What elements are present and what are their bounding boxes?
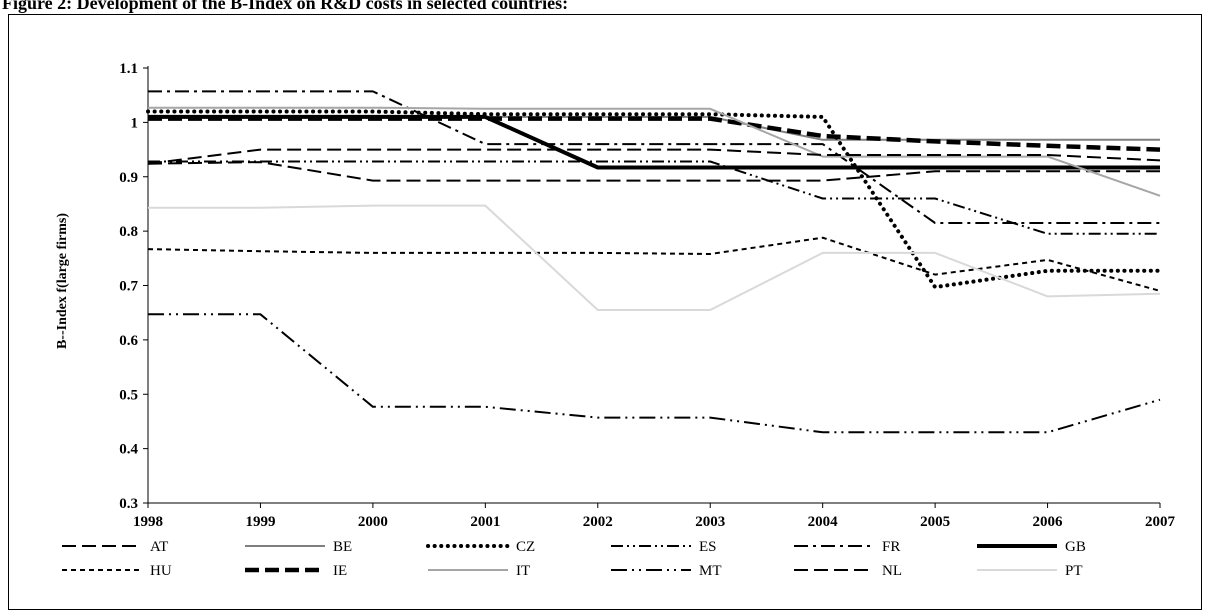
y-tick-label: 0.6 <box>119 333 138 349</box>
y-tick-label: 1.1 <box>119 61 138 77</box>
axes-group <box>143 66 1161 508</box>
legend-label-ie: IE <box>333 563 347 579</box>
series-line-at <box>147 161 1160 182</box>
y-tick-label: 0.4 <box>119 442 138 458</box>
series-line-fr <box>148 90 1160 224</box>
y-tick-label: 1 <box>131 115 139 131</box>
legend-label-hu: HU <box>150 563 172 579</box>
legend-label-it: IT <box>516 563 530 579</box>
y-tick-label: 0.9 <box>119 170 138 186</box>
series-lines-group <box>146 90 1162 434</box>
series-line-hu <box>147 236 1161 292</box>
y-tick-label: 0.8 <box>119 224 138 240</box>
x-tick-label: 2001 <box>470 514 500 530</box>
y-axis-label: B--Index f(large firms) <box>55 213 70 349</box>
legend-label-at: AT <box>150 539 168 555</box>
x-tick-label: 2002 <box>583 514 613 530</box>
chart-frame <box>8 14 1202 610</box>
series-line-es <box>148 160 1160 235</box>
x-tick-label: 2005 <box>920 514 950 530</box>
legend-label-es: ES <box>699 539 717 555</box>
legend-label-gb: GB <box>1065 539 1086 555</box>
tick-labels-group: 0.3 0.4 0.5 0.6 0.7 0.8 0.9 1 1.1 1998 1999 2000 200… <box>119 61 1175 530</box>
legend: AT BE CZ ES FR GB HU IE IT MT NL PT <box>62 539 1086 579</box>
legend-label-be: BE <box>333 539 352 555</box>
x-tick-label: 2006 <box>1033 514 1064 530</box>
legend-label-nl: NL <box>882 563 902 579</box>
y-tick-label: 0.3 <box>119 496 138 512</box>
x-tick-label: 1998 <box>133 514 163 530</box>
legend-label-mt: MT <box>699 563 722 579</box>
x-tick-label: 2004 <box>808 514 839 530</box>
x-tick-label: 2003 <box>695 514 725 530</box>
series-line-ie <box>148 116 1161 152</box>
legend-label-pt: PT <box>1065 563 1083 579</box>
figure-title: Figure 2: Development of the B-Index on … <box>2 0 569 13</box>
series-line-it <box>148 106 1161 197</box>
series-line-mt <box>148 313 1161 434</box>
x-tick-label: 2007 <box>1145 514 1176 530</box>
y-tick-label: 0.5 <box>119 387 138 403</box>
y-tick-label: 0.7 <box>119 279 138 295</box>
x-tick-label: 2000 <box>358 514 388 530</box>
series-line-pt <box>148 204 1161 311</box>
series-line-nl <box>147 148 1161 165</box>
legend-label-fr: FR <box>882 539 900 555</box>
x-tick-label: 1999 <box>245 514 275 530</box>
series-line-cz <box>146 109 1162 290</box>
legend-label-cz: CZ <box>516 539 535 555</box>
